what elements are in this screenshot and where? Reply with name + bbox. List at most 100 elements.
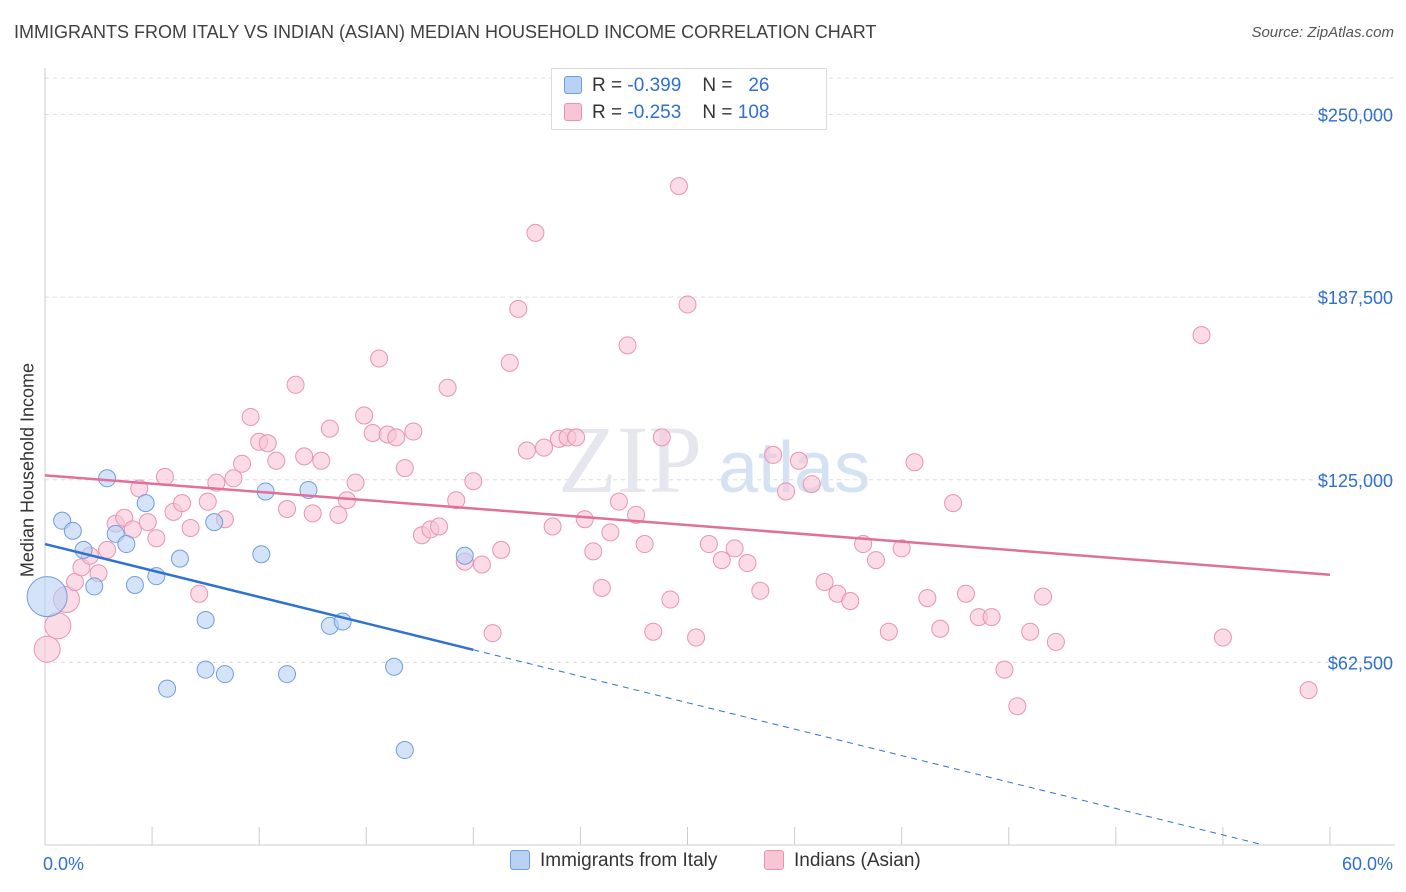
indians-point-71 <box>644 622 663 641</box>
indians-point-43 <box>404 422 423 441</box>
indians-point-12 <box>138 513 157 532</box>
indians-point-74 <box>669 177 688 196</box>
indians-point-77 <box>699 535 718 554</box>
indians-point-48 <box>447 491 466 510</box>
legend-label-indians: Indians (Asian) <box>794 850 921 871</box>
y-tick-label-1: $125,000 <box>1318 471 1393 491</box>
indians-point-18 <box>190 584 209 603</box>
indians-point-36 <box>346 473 365 492</box>
indians-point-103 <box>1034 587 1053 606</box>
r-value-indians: -0.253 <box>627 102 682 123</box>
indians-point-28 <box>278 499 297 518</box>
indians-point-78 <box>712 551 731 570</box>
italy-point-25 <box>455 546 474 565</box>
italy-swatch <box>564 76 582 94</box>
indians-point-32 <box>312 451 331 470</box>
indians-point-33 <box>320 419 339 438</box>
italy-point-13 <box>196 660 215 679</box>
series-indians-asian <box>33 177 1318 716</box>
indians-point-86 <box>815 573 834 592</box>
n-value-italy: 26 <box>748 75 770 96</box>
indians-point-52 <box>483 624 502 643</box>
indians-point-17 <box>181 518 200 537</box>
italy-point-4 <box>85 577 104 596</box>
indians-point-34 <box>329 505 348 524</box>
legend-item-indians[interactable]: Indians (Asian) <box>764 850 921 872</box>
italy-point-12 <box>170 549 189 568</box>
indians-point-95 <box>931 619 950 638</box>
indians-point-75 <box>678 295 697 314</box>
indians-point-85 <box>802 475 821 494</box>
source-label: Source: ZipAtlas.com <box>1251 24 1394 41</box>
indians-point-58 <box>535 438 554 457</box>
indians-point-106 <box>1213 628 1232 647</box>
indians-point-68 <box>618 336 637 355</box>
indians-legend-swatch <box>764 850 784 870</box>
indians-point-41 <box>387 428 406 447</box>
indians-point-93 <box>905 453 924 472</box>
indians-point-57 <box>526 223 545 242</box>
indians-point-107 <box>1299 681 1318 700</box>
y-tick-label-0: $62,500 <box>1328 653 1393 673</box>
watermark-zip: ZIP <box>558 406 702 513</box>
indians-point-66 <box>601 523 620 542</box>
italy-point-15 <box>205 513 224 532</box>
indians-point-59 <box>543 517 562 536</box>
legend-item-italy[interactable]: Immigrants from Italy <box>510 850 717 872</box>
legend-label-italy: Immigrants from Italy <box>540 850 718 871</box>
italy-point-23 <box>385 657 404 676</box>
indians-point-51 <box>472 555 491 574</box>
indians-point-97 <box>956 584 975 603</box>
indians-point-73 <box>661 590 680 609</box>
italy-point-14 <box>196 611 215 630</box>
indians-point-31 <box>303 504 322 523</box>
gridlines <box>45 77 1395 663</box>
italy-point-11 <box>158 679 177 698</box>
x-tick-label-min: 0.0% <box>43 854 84 874</box>
n-label: N = <box>702 102 733 123</box>
italy-legend-swatch <box>510 850 530 870</box>
indians-point-55 <box>509 299 528 318</box>
indians-trend-line <box>44 474 1331 576</box>
indians-point-79 <box>725 539 744 558</box>
italy-trend-line <box>44 542 474 652</box>
italy-point-0 <box>26 576 68 618</box>
indians-point-102 <box>1021 622 1040 641</box>
indians-point-54 <box>500 353 519 372</box>
indians-point-65 <box>592 578 611 597</box>
indians-point-24 <box>241 407 260 426</box>
indians-point-19 <box>198 492 217 511</box>
indians-point-13 <box>147 529 166 548</box>
indians-point-63 <box>575 510 594 529</box>
indians-point-23 <box>233 454 252 473</box>
indians-point-105 <box>1192 326 1211 345</box>
indians-point-91 <box>879 622 898 641</box>
series-immigrants-italy <box>26 469 474 760</box>
x-tick-label-max: 60.0% <box>1342 854 1393 874</box>
indians-point-88 <box>841 592 860 611</box>
n-value-indians: 108 <box>737 102 770 123</box>
indians-point-62 <box>567 428 586 447</box>
italy-point-19 <box>278 665 297 684</box>
indians-point-67 <box>609 492 628 511</box>
indians-point-38 <box>363 424 382 443</box>
indians-point-56 <box>517 441 536 460</box>
stats-legend: R = -0.399 N = 26 R = -0.253 N = 108 <box>551 68 827 130</box>
indians-point-70 <box>635 535 654 554</box>
r-value-italy: -0.399 <box>627 75 682 96</box>
y-axis-label: Median Household Income <box>17 362 38 578</box>
italy-trend-extension <box>473 649 1264 846</box>
indians-point-7 <box>98 540 117 559</box>
indians-point-22 <box>224 469 243 488</box>
indians-point-104 <box>1046 632 1065 651</box>
italy-point-8 <box>125 575 144 594</box>
n-label: N = <box>702 75 733 96</box>
axes <box>44 68 1395 846</box>
indians-point-100 <box>995 660 1014 679</box>
r-label: R = <box>592 102 623 123</box>
italy-point-16 <box>215 665 234 684</box>
indians-point-53 <box>492 540 511 559</box>
indians-point-46 <box>430 517 449 536</box>
indians-point-72 <box>652 428 671 447</box>
indians-point-50 <box>464 472 483 491</box>
